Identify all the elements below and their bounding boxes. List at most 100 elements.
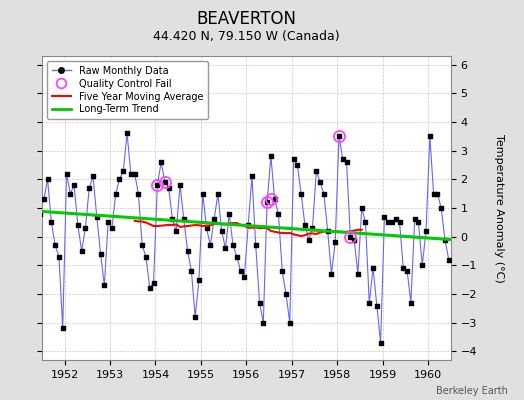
Text: 44.420 N, 79.150 W (Canada): 44.420 N, 79.150 W (Canada): [153, 30, 340, 43]
Point: [70, 182, 78, 188]
Point: [316, 179, 324, 185]
Point: [85, 185, 93, 191]
Point: [414, 219, 423, 226]
Point: [286, 320, 294, 326]
Point: [331, 239, 340, 246]
Point: [252, 242, 260, 248]
Point: [115, 176, 124, 182]
Point: [153, 182, 161, 188]
Point: [425, 133, 434, 140]
Point: [157, 159, 166, 165]
Point: [187, 268, 195, 274]
Point: [81, 225, 90, 231]
Point: [380, 214, 389, 220]
Point: [410, 216, 419, 223]
Point: [28, 185, 37, 191]
Point: [236, 268, 245, 274]
Point: [396, 219, 404, 226]
Point: [259, 320, 267, 326]
Point: [202, 225, 211, 231]
Point: [199, 190, 207, 197]
Point: [100, 282, 108, 289]
Point: [138, 242, 146, 248]
Legend: Raw Monthly Data, Quality Control Fail, Five Year Moving Average, Long-Term Tren: Raw Monthly Data, Quality Control Fail, …: [47, 61, 208, 119]
Point: [267, 153, 275, 160]
Point: [172, 228, 180, 234]
Point: [244, 222, 253, 228]
Point: [289, 156, 298, 162]
Point: [130, 170, 139, 177]
Point: [176, 182, 184, 188]
Point: [270, 196, 279, 202]
Point: [217, 228, 226, 234]
Point: [51, 242, 59, 248]
Text: BEAVERTON: BEAVERTON: [196, 10, 296, 28]
Point: [142, 254, 150, 260]
Point: [168, 216, 177, 223]
Point: [183, 248, 192, 254]
Point: [210, 216, 219, 223]
Point: [342, 159, 351, 165]
Point: [40, 196, 48, 202]
Point: [346, 234, 355, 240]
Point: [104, 219, 112, 226]
Point: [255, 300, 264, 306]
Point: [161, 179, 169, 185]
Point: [165, 185, 173, 191]
Point: [206, 242, 214, 248]
Point: [62, 170, 71, 177]
Point: [17, 190, 25, 197]
Point: [323, 228, 332, 234]
Point: [328, 271, 336, 277]
Point: [36, 210, 44, 217]
Point: [297, 190, 305, 197]
Point: [263, 199, 271, 206]
Point: [221, 245, 230, 251]
Point: [149, 279, 158, 286]
Text: Berkeley Earth: Berkeley Earth: [436, 386, 508, 396]
Point: [433, 190, 442, 197]
Point: [399, 265, 408, 272]
Point: [444, 256, 453, 263]
Point: [123, 130, 132, 137]
Point: [418, 262, 427, 268]
Point: [225, 210, 234, 217]
Point: [96, 251, 105, 257]
Point: [146, 285, 154, 292]
Point: [335, 133, 343, 140]
Point: [437, 205, 445, 211]
Point: [376, 340, 385, 346]
Point: [195, 276, 203, 283]
Point: [320, 190, 328, 197]
Point: [430, 190, 438, 197]
Point: [119, 168, 127, 174]
Point: [248, 173, 256, 180]
Point: [240, 274, 248, 280]
Point: [89, 173, 97, 180]
Point: [32, 199, 40, 206]
Point: [134, 190, 143, 197]
Point: [301, 222, 309, 228]
Point: [55, 254, 63, 260]
Point: [25, 170, 33, 177]
Point: [369, 265, 377, 272]
Point: [293, 162, 302, 168]
Point: [357, 205, 366, 211]
Point: [127, 170, 135, 177]
Point: [214, 190, 222, 197]
Point: [74, 222, 82, 228]
Point: [304, 236, 313, 243]
Point: [350, 236, 358, 243]
Point: [365, 300, 374, 306]
Point: [191, 314, 200, 320]
Point: [278, 268, 287, 274]
Point: [20, 182, 29, 188]
Point: [282, 291, 290, 297]
Point: [391, 216, 400, 223]
Point: [384, 219, 392, 226]
Point: [112, 190, 120, 197]
Point: [229, 242, 237, 248]
Point: [441, 236, 449, 243]
Point: [66, 190, 74, 197]
Point: [180, 216, 188, 223]
